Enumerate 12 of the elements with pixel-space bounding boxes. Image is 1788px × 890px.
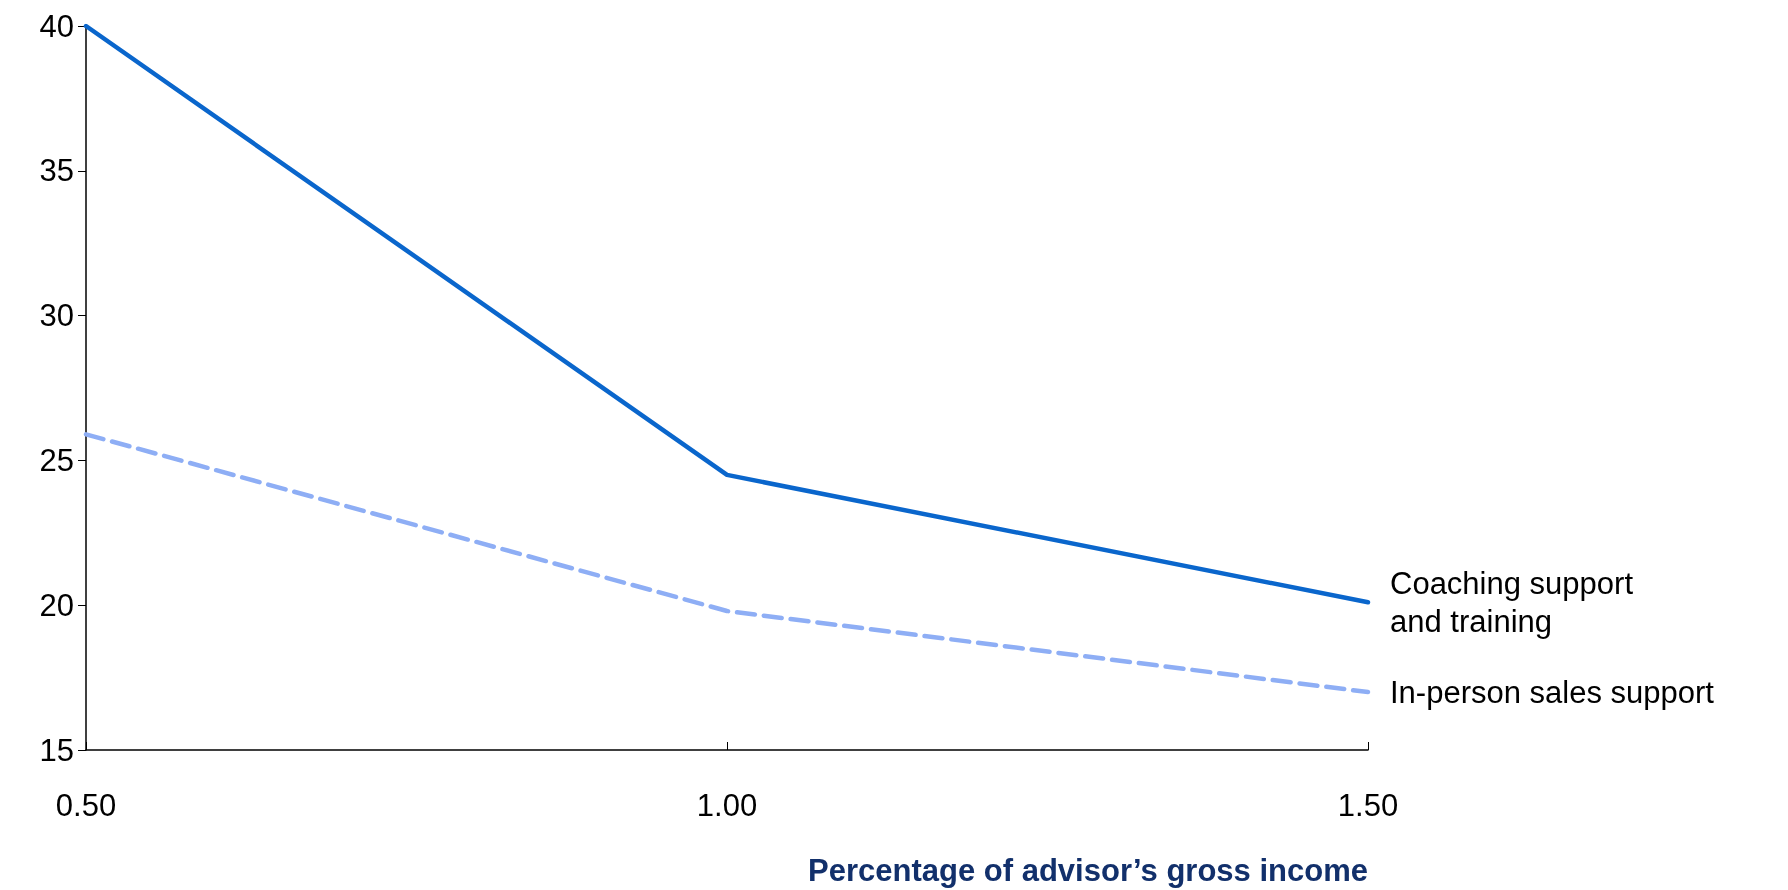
y-tick-label: 25 <box>39 442 74 478</box>
y-tick-label: 15 <box>39 732 74 768</box>
series-label: In-person sales support <box>1390 674 1715 710</box>
x-axis-title: Percentage of advisor’s gross income <box>808 853 1368 888</box>
x-tick-label: 1.50 <box>1337 788 1399 823</box>
y-tick-label: 30 <box>39 298 74 334</box>
y-tick-label: 40 <box>39 8 74 44</box>
x-tick-label: 1.00 <box>696 788 758 823</box>
series-label: Coaching support and training <box>1390 565 1634 639</box>
y-tick-label: 35 <box>39 153 74 189</box>
y-tick-label: 20 <box>39 587 74 623</box>
x-tick-label: 0.50 <box>55 788 117 823</box>
